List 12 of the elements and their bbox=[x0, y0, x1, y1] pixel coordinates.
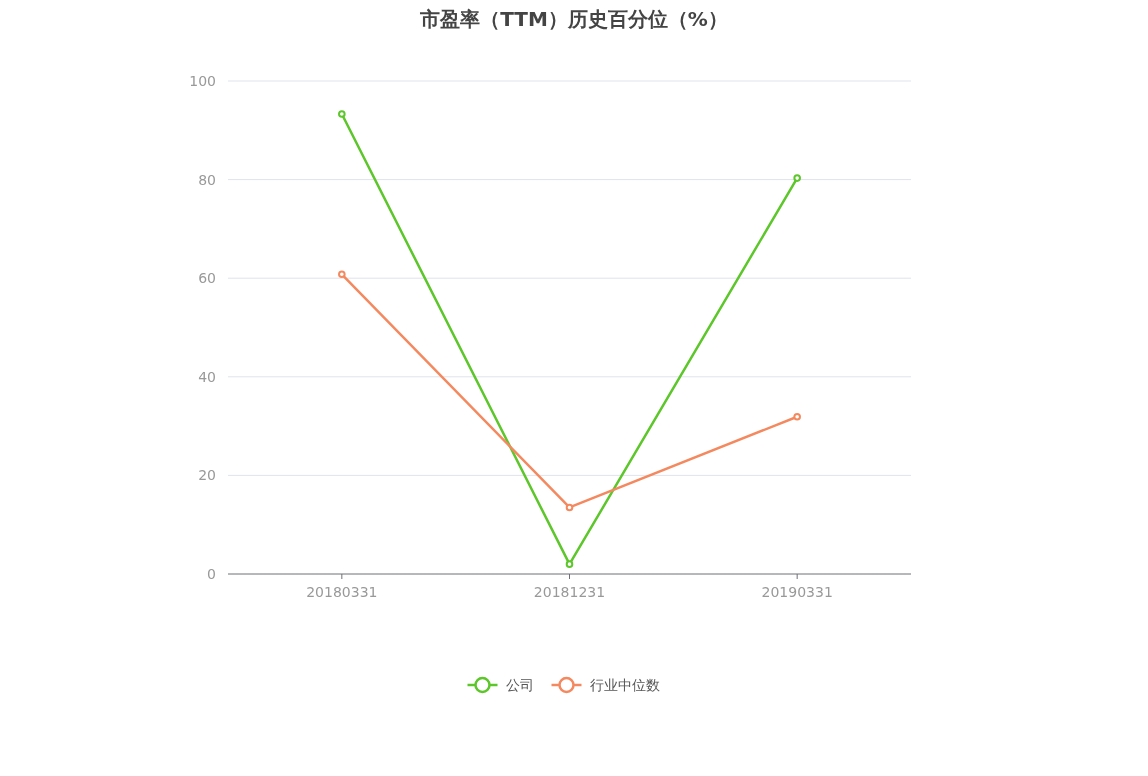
y-tick-label: 40 bbox=[198, 368, 216, 385]
y-tick-label: 80 bbox=[198, 171, 216, 188]
x-tick-label: 20190331 bbox=[761, 584, 833, 600]
y-tick-label: 0 bbox=[207, 566, 216, 582]
legend-label: 行业中位数 bbox=[589, 677, 660, 693]
chart-title: 市盈率（TTM）历史百分位（%） bbox=[419, 7, 728, 31]
legend-label: 公司 bbox=[505, 677, 534, 693]
x-tick-label: 20180331 bbox=[306, 584, 378, 600]
y-tick-label: 20 bbox=[198, 467, 216, 484]
y-tick-label: 60 bbox=[198, 270, 216, 287]
y-tick-label: 100 bbox=[189, 73, 216, 89]
x-tick-label: 20181231 bbox=[533, 584, 606, 600]
